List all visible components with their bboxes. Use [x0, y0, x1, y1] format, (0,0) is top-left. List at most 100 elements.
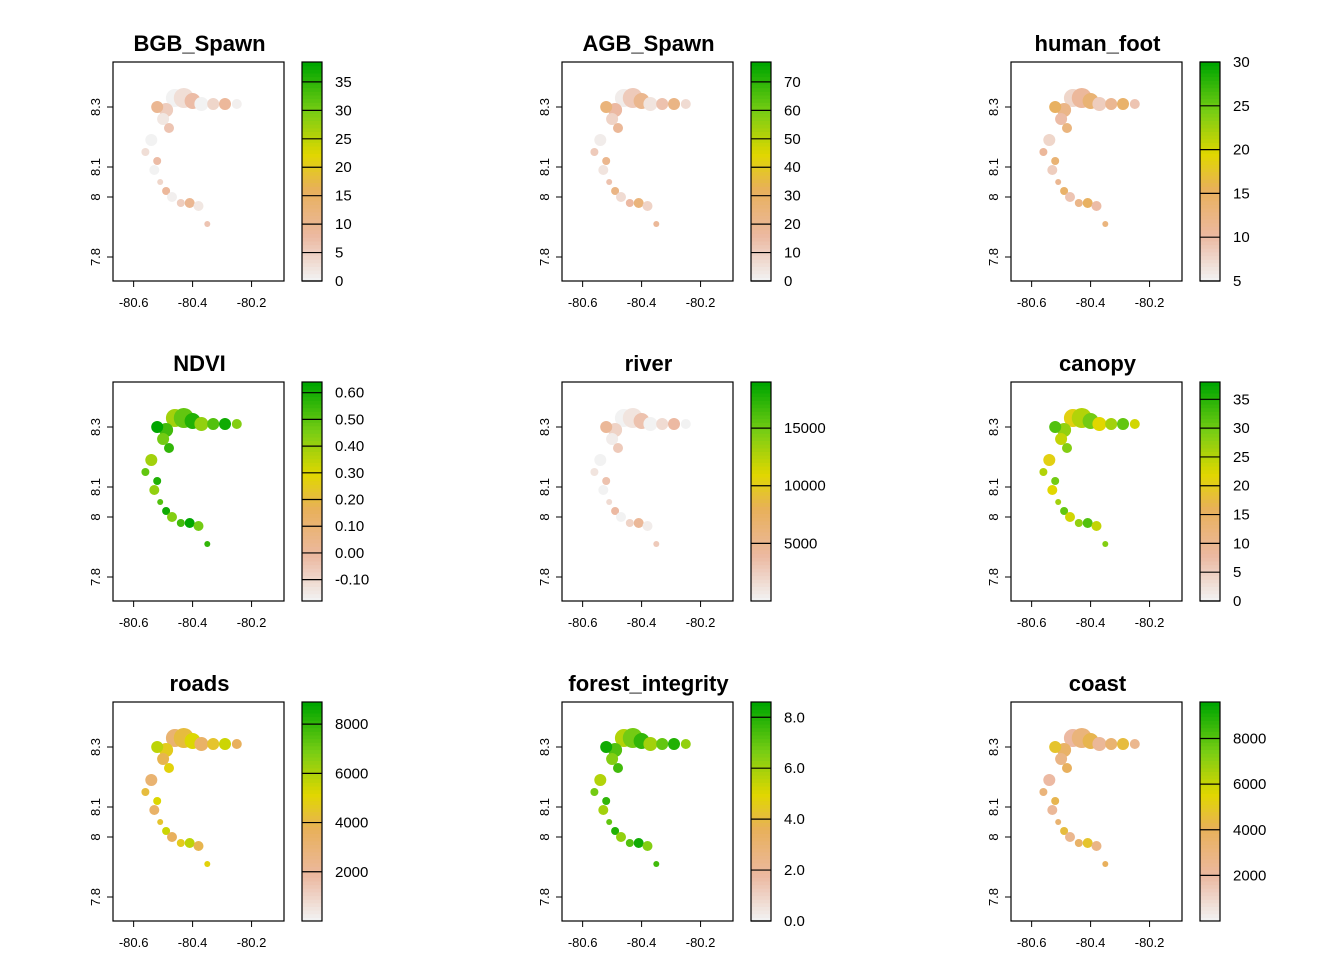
raster-patch: [164, 443, 174, 453]
legend-swatch: [751, 211, 771, 216]
legend-swatch: [751, 447, 771, 452]
legend-swatch: [1200, 727, 1220, 732]
legend-swatch: [302, 509, 322, 514]
raster-cells: [590, 88, 691, 227]
legend-swatch: [302, 597, 322, 602]
legend-swatch: [1200, 917, 1220, 922]
legend-swatch: [302, 775, 322, 780]
legend-swatch: [1200, 818, 1220, 824]
legend-swatch: [302, 233, 322, 238]
legend-swatch: [1200, 560, 1220, 566]
legend-swatch: [751, 855, 771, 860]
legend-swatch: [1200, 414, 1220, 420]
legend-swatch: [1200, 888, 1220, 893]
raster-cells: [1039, 728, 1140, 867]
legend-swatch: [302, 782, 322, 787]
legend-swatch: [751, 917, 771, 922]
legend-swatch: [302, 800, 322, 805]
legend-swatch: [751, 910, 771, 915]
x-tick-label: -80.4: [627, 295, 657, 310]
raster-patch: [1102, 541, 1109, 547]
legend-swatch: [751, 109, 771, 114]
legend-swatch: [302, 418, 322, 423]
raster-patch: [204, 861, 211, 867]
legend-swatch: [1200, 469, 1220, 474]
legend-swatch: [302, 244, 322, 249]
legend-swatch: [1200, 266, 1220, 271]
raster-patch: [1051, 477, 1060, 485]
legend-tick-label: 0.20: [335, 492, 364, 509]
raster-patch: [594, 774, 607, 786]
legend-swatch: [302, 197, 322, 202]
raster-patch: [1082, 198, 1093, 208]
raster-patch: [642, 841, 653, 851]
legend-swatch: [751, 899, 771, 904]
legend-swatch: [1200, 542, 1220, 547]
legend-swatch: [751, 826, 771, 831]
legend-swatch: [751, 131, 771, 136]
legend-swatch: [1200, 403, 1220, 409]
raster-patch: [153, 477, 162, 485]
legend-bar: 0.60 0.50 0.40 0.30 0.20 0.10 0.00 -0.10: [301, 381, 369, 602]
legend-swatch: [1200, 491, 1220, 496]
legend-swatch: [1200, 829, 1220, 834]
raster-patch: [184, 198, 195, 208]
legend-swatch: [302, 502, 322, 507]
legend-swatch: [302, 262, 322, 267]
y-tick-label: 8.1: [986, 798, 1001, 816]
legend-swatch: [751, 273, 771, 278]
raster-patch: [149, 485, 160, 495]
legend-tick-label: 0.30: [335, 465, 364, 482]
raster-patch: [231, 419, 242, 429]
legend-swatch: [302, 862, 322, 867]
legend-swatch: [751, 251, 771, 257]
legend-swatch: [302, 259, 322, 264]
legend-swatch: [1200, 767, 1220, 772]
legend-swatch: [751, 851, 771, 856]
legend-swatch: [302, 277, 322, 282]
legend-swatch: [751, 553, 771, 558]
legend-swatch: [302, 815, 322, 820]
legend-swatch: [302, 844, 322, 849]
legend-swatch: [751, 407, 771, 412]
legend-swatch: [1200, 222, 1220, 227]
raster-patch: [642, 521, 653, 531]
legend-swatch: [302, 175, 322, 180]
legend-swatch: [1200, 899, 1220, 904]
legend-swatch: [302, 62, 322, 67]
raster-cells: [141, 88, 242, 227]
raster-patch: [602, 797, 611, 805]
legend-swatch: [302, 396, 322, 401]
legend-swatch: [1200, 902, 1220, 907]
legend-swatch: [751, 793, 771, 798]
legend-swatch: [1200, 62, 1220, 67]
raster-patch: [1060, 187, 1069, 195]
legend-swatch: [751, 116, 771, 121]
x-tick-label: -80.4: [627, 935, 657, 950]
legend-swatch: [1200, 579, 1220, 584]
legend-swatch: [1200, 851, 1220, 856]
legend-swatch: [302, 65, 322, 70]
legend-swatch: [1200, 538, 1220, 544]
legend-swatch: [751, 164, 771, 169]
raster-patch: [1062, 443, 1072, 453]
legend-swatch: [302, 535, 322, 540]
x-tick-label: -80.2: [686, 615, 716, 630]
legend-swatch: [1200, 895, 1220, 900]
legend-tick-label: 6000: [1233, 776, 1266, 793]
legend-swatch: [751, 888, 771, 893]
legend-swatch: [751, 844, 771, 849]
legend-swatch: [302, 266, 322, 271]
legend-swatch: [1200, 910, 1220, 915]
legend-swatch: [751, 186, 771, 191]
y-tick-label: 7.8: [986, 888, 1001, 906]
legend-swatch: [302, 764, 322, 769]
legend-swatch: [1200, 160, 1220, 165]
raster-patch: [653, 221, 660, 227]
y-tick-label: 8.1: [88, 478, 103, 496]
legend-swatch: [751, 785, 771, 791]
legend-swatch: [1200, 564, 1220, 569]
x-tick-label: -80.4: [178, 295, 208, 310]
raster-patch: [613, 763, 623, 773]
